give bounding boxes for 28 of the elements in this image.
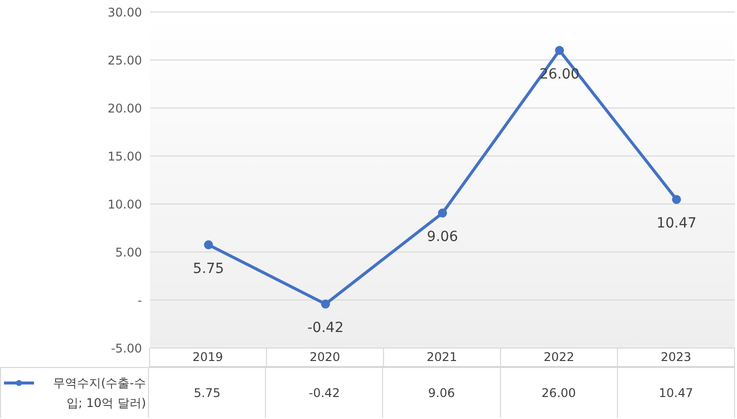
text: 10.47 [656, 215, 697, 232]
y-tick-label: -5.00 [110, 341, 142, 356]
data-label: 9.06 [383, 368, 501, 418]
x-tick-label: 2021 [384, 348, 501, 367]
y-tick-label: 15.00 [108, 149, 142, 164]
x-tick-label: 2020 [266, 348, 384, 367]
text: -0.42 [307, 320, 344, 336]
text: 9.06 [426, 229, 458, 246]
y-tick-label: 20.00 [108, 101, 142, 116]
y-tick-label: 10.00 [108, 197, 142, 212]
text: 5.75 [192, 260, 224, 277]
y-tick-label: 5.00 [115, 245, 142, 260]
x-tick-label: 2023 [618, 348, 736, 367]
point [555, 46, 564, 55]
data-label: 26.00 [500, 368, 618, 418]
point [438, 208, 447, 218]
y-tick-label: - [138, 293, 142, 308]
data-label: -0.42 [266, 368, 384, 418]
legend-label: 무역수지(수출-수입; 10억 달러) [52, 375, 146, 412]
x-tick-label: 2019 [150, 348, 267, 367]
point [204, 240, 213, 250]
data-label: 10.47 [618, 368, 736, 418]
y-tick-label: 25.00 [108, 53, 142, 68]
point [672, 194, 681, 204]
data-label: 5.75 [149, 368, 266, 418]
x-tick-label: 2022 [500, 348, 618, 367]
point [321, 300, 330, 309]
y-tick-label: 30.00 [108, 5, 142, 20]
